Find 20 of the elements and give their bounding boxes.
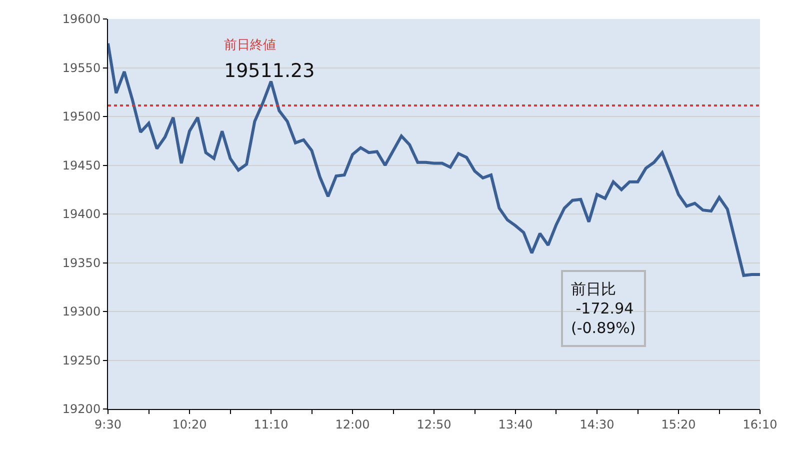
y-tick-label: 19200 [62, 402, 101, 416]
y-tick-label: 19450 [62, 158, 101, 172]
x-tick-label: 14:30 [580, 417, 614, 432]
x-tick-label: 16:10 [742, 417, 778, 432]
annotation: 前日比 -172.94 (-0.89%) [571, 280, 636, 337]
x-tick-label: 10:20 [172, 417, 207, 432]
x-tick-label: 9:30 [94, 417, 122, 432]
x-tick-label: 13:40 [498, 417, 533, 432]
y-tick-label: 19550 [62, 60, 101, 75]
y-tick-label: 19350 [62, 256, 101, 270]
y-tick-label: 19500 [62, 110, 101, 124]
x-tick-label: 11:10 [254, 417, 288, 432]
y-tick-label: 19250 [62, 353, 101, 368]
y-tick-label: 19600 [62, 12, 101, 26]
x-tick-label: 15:20 [661, 417, 696, 432]
x-tick-label: 12:50 [416, 417, 452, 432]
y-tick-label: 19400 [62, 207, 101, 222]
y-tick-label: 19300 [62, 304, 101, 319]
ref-line-label: 前日終値 19511.23 [224, 38, 315, 82]
x-tick-label: 12:00 [335, 417, 370, 432]
